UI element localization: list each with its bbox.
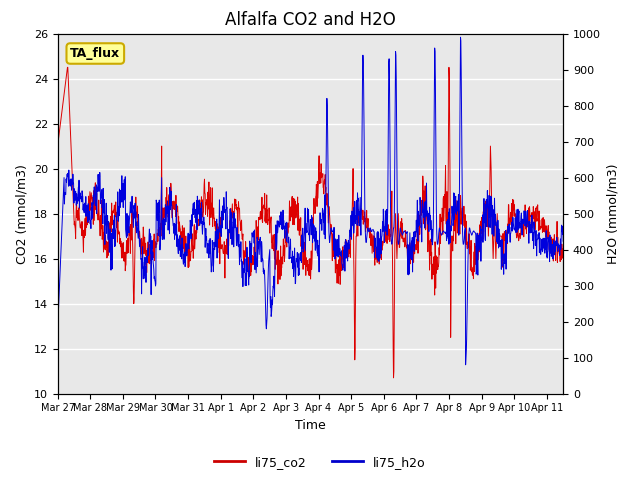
Y-axis label: CO2 (mmol/m3): CO2 (mmol/m3) bbox=[15, 164, 28, 264]
Legend: li75_co2, li75_h2o: li75_co2, li75_h2o bbox=[209, 451, 431, 474]
X-axis label: Time: Time bbox=[295, 419, 326, 432]
Text: TA_flux: TA_flux bbox=[70, 47, 120, 60]
Y-axis label: H2O (mmol/m3): H2O (mmol/m3) bbox=[607, 163, 620, 264]
Title: Alfalfa CO2 and H2O: Alfalfa CO2 and H2O bbox=[225, 11, 396, 29]
